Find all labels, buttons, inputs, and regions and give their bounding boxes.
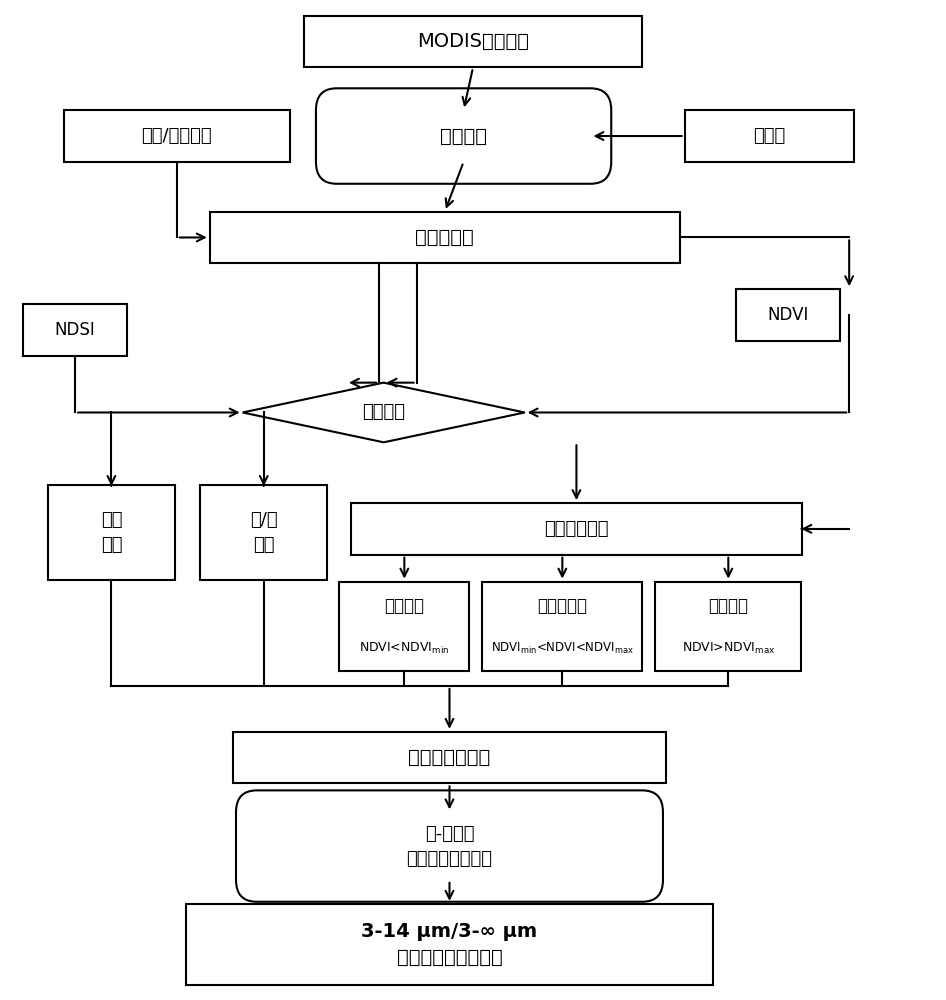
FancyBboxPatch shape [210, 212, 680, 263]
FancyBboxPatch shape [64, 110, 289, 162]
FancyBboxPatch shape [48, 485, 175, 580]
FancyBboxPatch shape [186, 904, 713, 985]
FancyBboxPatch shape [201, 485, 327, 580]
Text: NDSI: NDSI [55, 321, 96, 339]
Text: 植被算法: 植被算法 [709, 597, 748, 615]
FancyBboxPatch shape [736, 289, 840, 341]
Text: 算法选择: 算法选择 [362, 403, 405, 421]
FancyBboxPatch shape [24, 304, 127, 356]
Text: 数据处理: 数据处理 [440, 127, 487, 146]
FancyBboxPatch shape [351, 503, 802, 555]
FancyBboxPatch shape [656, 582, 801, 671]
Text: NDVI$_{\rm min}$<NDVI<NDVI$_{\rm max}$: NDVI$_{\rm min}$<NDVI<NDVI$_{\rm max}$ [491, 641, 634, 656]
FancyBboxPatch shape [685, 110, 854, 162]
FancyBboxPatch shape [304, 16, 642, 67]
FancyBboxPatch shape [340, 582, 469, 671]
Text: NDVI<NDVI$_{\rm min}$: NDVI<NDVI$_{\rm min}$ [359, 641, 449, 656]
FancyBboxPatch shape [233, 732, 666, 783]
Text: 云掩膜: 云掩膜 [753, 127, 785, 145]
FancyBboxPatch shape [236, 790, 663, 902]
Text: 陆地/海洋掩膜: 陆地/海洋掩膜 [142, 127, 212, 145]
Text: NDVI: NDVI [767, 306, 809, 324]
FancyBboxPatch shape [316, 88, 611, 184]
Text: 水体
算法: 水体 算法 [100, 511, 122, 554]
Text: 地表反射率: 地表反射率 [415, 228, 474, 247]
Text: 土壤算法: 土壤算法 [384, 597, 425, 615]
Polygon shape [242, 383, 525, 442]
Text: 3-14 μm/3-∞ μm
宽波段地表比辐射率: 3-14 μm/3-∞ μm 宽波段地表比辐射率 [361, 922, 537, 967]
Text: NDVI>NDVI$_{\rm max}$: NDVI>NDVI$_{\rm max}$ [682, 641, 775, 656]
FancyBboxPatch shape [482, 582, 642, 671]
Text: 窄波段比辐射率: 窄波段比辐射率 [409, 748, 491, 767]
Text: MODIS遥感数据: MODIS遥感数据 [417, 32, 529, 51]
Text: 混合区算法: 混合区算法 [537, 597, 587, 615]
Text: 其他类型算法: 其他类型算法 [544, 520, 608, 538]
Text: 窄-宽波段
比辐射率转换模型: 窄-宽波段 比辐射率转换模型 [407, 825, 493, 868]
Text: 冰/雪
算法: 冰/雪 算法 [250, 511, 277, 554]
